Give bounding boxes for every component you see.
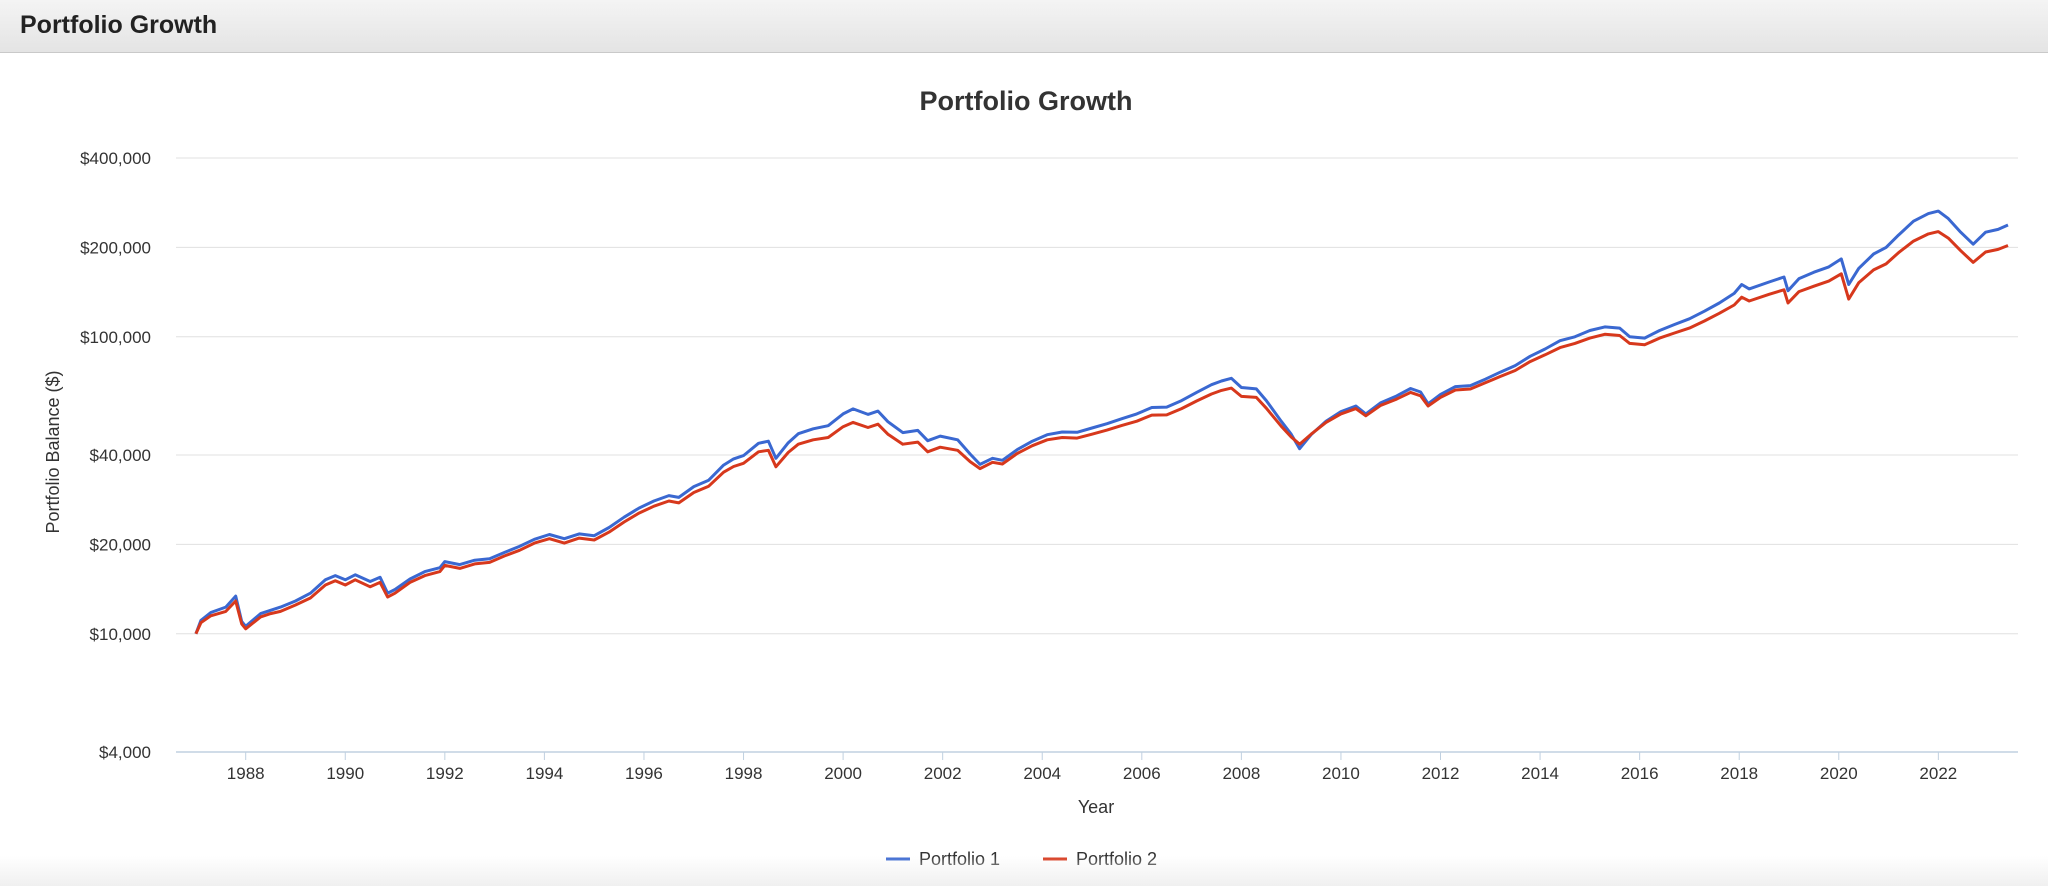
x-tick-label: 2018 [1720,764,1758,783]
y-tick-label: $40,000 [90,446,151,465]
x-tick-label: 2020 [1820,764,1858,783]
x-axis-title: Year [1078,797,1114,817]
x-tick-label: 2000 [824,764,862,783]
series-line-portfolio-1 [194,209,2009,635]
x-tick-label: 2002 [924,764,962,783]
grid-layer [176,157,2018,635]
x-tick-label: 2022 [1919,764,1957,783]
x-tick-label: 2008 [1222,764,1260,783]
chart-title: Portfolio Growth [920,86,1133,116]
y-tick-label: $4,000 [99,743,151,762]
x-tick-label: 2016 [1621,764,1659,783]
y-tick-labels: $4,000 $10,000 $20,000 $40,000 $100,000 $200,… [80,149,151,762]
x-tick-label: 1992 [426,764,464,783]
x-tick-label: 1996 [625,764,663,783]
x-tick-label: 1994 [525,764,563,783]
x-tick-label: 1990 [326,764,364,783]
panel-header: Portfolio Growth [0,0,2048,53]
x-tick-label: 2010 [1322,764,1360,783]
y-tick-label: $100,000 [80,328,151,347]
y-axis-title: Portfolio Balance ($) [43,370,63,533]
x-tick-label: 1998 [725,764,763,783]
y-tick-label: $10,000 [90,625,151,644]
portfolio-growth-chart: Portfolio Growth Portfolio Balance ($) Y… [43,86,2018,869]
y-tick-label: $400,000 [80,149,151,168]
series-layer [194,209,2009,635]
series-line-portfolio-2 [194,230,2009,635]
panel-title: Portfolio Growth [20,11,218,39]
x-tick-label: 2012 [1422,764,1460,783]
x-tick-labels: 1988 1990 1992 1994 1996 1998 2000 2002 2004 2006… [227,752,1957,783]
x-tick-label: 2014 [1521,764,1559,783]
y-tick-label: $200,000 [80,238,151,257]
chart-area: Portfolio Growth Portfolio Balance ($) Y… [0,54,2048,886]
x-tick-label: 1988 [227,764,265,783]
bottom-fade [0,856,2048,886]
y-tick-label: $20,000 [90,535,151,554]
x-tick-label: 2006 [1123,764,1161,783]
x-tick-label: 2004 [1023,764,1061,783]
